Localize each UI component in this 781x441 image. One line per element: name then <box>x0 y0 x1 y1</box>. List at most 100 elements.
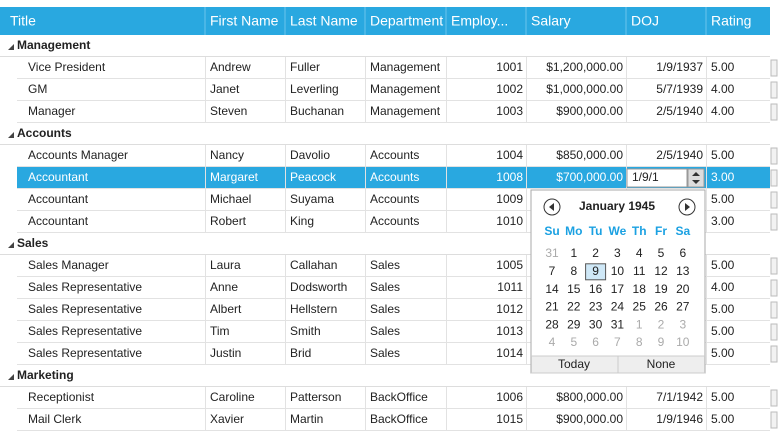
day[interactable]: 9 <box>592 264 599 278</box>
cell[interactable]: Anne <box>210 280 238 294</box>
cell[interactable]: 1012 <box>496 302 523 316</box>
cell[interactable]: 4.00 <box>711 82 735 96</box>
day[interactable]: 15 <box>567 282 581 296</box>
cell[interactable]: 5.00 <box>711 324 735 338</box>
cell[interactable]: Davolio <box>290 148 330 162</box>
day[interactable]: 16 <box>589 282 603 296</box>
day[interactable]: 6 <box>592 335 599 349</box>
cell[interactable]: BackOffice <box>370 390 428 404</box>
cell[interactable]: 5.00 <box>711 192 735 206</box>
cell[interactable]: Sales <box>370 324 400 338</box>
day[interactable]: 31 <box>611 317 625 331</box>
column-header[interactable]: DOJ <box>631 13 659 29</box>
calendar-month[interactable]: January 1945 <box>579 199 655 213</box>
cell[interactable]: 5.00 <box>711 148 735 162</box>
cell[interactable]: $900,000.00 <box>556 412 623 426</box>
cell[interactable]: Smith <box>290 324 321 338</box>
cell[interactable]: Accountant <box>28 214 89 228</box>
day[interactable]: 2 <box>592 246 599 260</box>
cell[interactable]: Sales <box>370 280 400 294</box>
day[interactable]: 5 <box>658 246 665 260</box>
cell[interactable]: Accounts <box>370 192 419 206</box>
cell[interactable]: $1,200,000.00 <box>546 60 623 74</box>
cell[interactable]: $700,000.00 <box>556 170 623 184</box>
day[interactable]: 19 <box>654 282 668 296</box>
day[interactable]: 28 <box>545 317 559 331</box>
expander[interactable] <box>8 44 14 50</box>
column-header[interactable]: Salary <box>531 13 571 29</box>
cell[interactable]: 1/9/1946 <box>656 412 703 426</box>
cell[interactable]: 1/9/1937 <box>656 60 703 74</box>
expander[interactable] <box>8 374 14 380</box>
cell[interactable]: Nancy <box>210 148 244 162</box>
day[interactable]: 4 <box>549 335 556 349</box>
day[interactable]: 1 <box>636 317 643 331</box>
cell[interactable]: Albert <box>210 302 242 316</box>
cell[interactable]: BackOffice <box>370 412 428 426</box>
cell[interactable]: Management <box>370 60 441 74</box>
cell[interactable]: Laura <box>210 258 241 272</box>
day[interactable]: 10 <box>676 335 690 349</box>
cell[interactable]: 1002 <box>496 82 523 96</box>
day[interactable]: 12 <box>654 264 668 278</box>
cell[interactable]: Caroline <box>210 390 255 404</box>
day[interactable]: 2 <box>658 317 665 331</box>
day[interactable]: 13 <box>676 264 690 278</box>
day[interactable]: 22 <box>567 300 581 314</box>
cell[interactable]: Sales <box>370 258 400 272</box>
spinner[interactable] <box>687 168 705 188</box>
cell[interactable]: Sales <box>370 302 400 316</box>
cell[interactable]: Mail Clerk <box>28 412 82 426</box>
cell[interactable]: Fuller <box>290 60 320 74</box>
cell[interactable]: Suyama <box>290 192 334 206</box>
day[interactable]: 3 <box>614 246 621 260</box>
column-header[interactable]: Last Name <box>290 13 358 29</box>
cell[interactable]: King <box>290 214 314 228</box>
day[interactable]: 23 <box>589 300 603 314</box>
cell[interactable]: Margaret <box>210 170 259 184</box>
day[interactable]: 8 <box>636 335 643 349</box>
day[interactable]: 20 <box>676 282 690 296</box>
day[interactable]: 26 <box>654 300 668 314</box>
cell[interactable]: Sales Representative <box>28 280 142 294</box>
cell[interactable]: 5/7/1939 <box>656 82 703 96</box>
cell[interactable]: 1001 <box>496 60 523 74</box>
cell[interactable]: Sales Representative <box>28 302 142 316</box>
cell[interactable]: 1010 <box>496 214 523 228</box>
day[interactable]: 3 <box>679 317 686 331</box>
cell[interactable]: 1005 <box>496 258 523 272</box>
calendar-button[interactable]: None <box>647 357 676 371</box>
spin-up[interactable] <box>692 172 700 176</box>
cell[interactable]: Receptionist <box>28 390 95 404</box>
cell[interactable]: 5.00 <box>711 412 735 426</box>
cell[interactable]: Accounts <box>370 214 419 228</box>
cell[interactable]: 1004 <box>496 148 523 162</box>
day[interactable]: 6 <box>679 246 686 260</box>
cell[interactable]: GM <box>28 82 47 96</box>
cell[interactable]: 1009 <box>496 192 523 206</box>
calendar-button[interactable]: Today <box>558 357 590 371</box>
cell[interactable]: Robert <box>210 214 247 228</box>
cell[interactable]: 1006 <box>496 390 523 404</box>
cell[interactable]: 5.00 <box>711 346 735 360</box>
cell[interactable]: 1014 <box>496 346 523 360</box>
cell[interactable]: 2/5/1940 <box>656 148 703 162</box>
column-header[interactable]: First Name <box>210 13 279 29</box>
day[interactable]: 31 <box>545 246 559 260</box>
cell[interactable]: Hellstern <box>290 302 337 316</box>
cell[interactable]: Steven <box>210 104 247 118</box>
day[interactable]: 17 <box>611 282 625 296</box>
day[interactable]: 1 <box>570 246 577 260</box>
expander[interactable] <box>8 242 14 248</box>
day[interactable]: 9 <box>658 335 665 349</box>
day[interactable]: 7 <box>614 335 621 349</box>
cell[interactable]: Accounts Manager <box>28 148 128 162</box>
column-header[interactable]: Title <box>10 13 36 29</box>
cell[interactable]: 5.00 <box>711 302 735 316</box>
cell[interactable]: Management <box>370 82 441 96</box>
cell[interactable]: Brid <box>290 346 311 360</box>
cell[interactable]: Sales <box>370 346 400 360</box>
day[interactable]: 18 <box>633 282 647 296</box>
day[interactable]: 14 <box>545 282 559 296</box>
cell[interactable]: Sales Representative <box>28 346 142 360</box>
